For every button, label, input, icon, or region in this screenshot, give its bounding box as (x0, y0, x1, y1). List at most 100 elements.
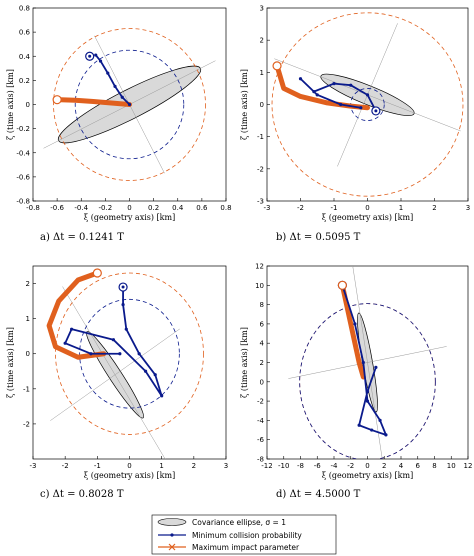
y-tick-label: -0.2 (16, 125, 30, 133)
min-prob-point (365, 399, 370, 403)
y-tick-label: -0.4 (16, 149, 30, 157)
min-prob-point (98, 59, 103, 63)
legend-label-orange: Maximum impact parameter (192, 543, 300, 552)
plot-area (288, 266, 447, 459)
y-tick-label: -1 (257, 133, 264, 141)
min-prob-point (143, 369, 148, 373)
min-prob-point (374, 365, 378, 369)
y-tick-label: 2 (260, 359, 264, 367)
min-prob-marker-dot (88, 54, 92, 58)
min-prob-point (361, 360, 365, 365)
caption-c: c) Δt = 0.8028 T (40, 489, 124, 500)
x-tick-label: 1 (159, 462, 163, 470)
panel-a: -0.8 -0.6 -0.4 -0.2 0 0.2 0.4 0.6 0.8 -0.8 -0.6 -0.… (6, 5, 232, 223)
x-tick-label: 12 (464, 462, 473, 470)
x-tick-label: 0.4 (172, 204, 184, 212)
x-tick-label: 3 (466, 204, 470, 212)
min-prob-point (349, 83, 353, 87)
x-tick-label: -12 (261, 462, 272, 470)
legend: Covariance ellipse, σ = 1 Minimum collis… (151, 514, 337, 555)
x-tick-label: -0.2 (99, 204, 113, 212)
x-tick-label: 2 (432, 204, 436, 212)
y-tick-label: -0.6 (16, 173, 30, 181)
min-prob-point (384, 433, 388, 437)
y-tick-label: 0 (260, 378, 264, 386)
y-tick-label: -3 (257, 198, 264, 206)
min-prob-circle (74, 49, 185, 160)
x-tick-label: -2 (297, 204, 304, 212)
x-tick-label: 0 (127, 462, 131, 470)
caption-b: b) Δt = 0.5095 T (276, 232, 361, 243)
plot-area (271, 12, 464, 197)
min-prob-point (124, 327, 128, 331)
y-tick-label: -2 (257, 398, 264, 406)
y-tick-label: -6 (257, 436, 265, 444)
min-prob-point (111, 338, 116, 342)
y-tick-label: -2 (23, 420, 30, 428)
y-tick-label: 4 (260, 340, 265, 348)
min-prob-point (365, 93, 370, 97)
x-tick-label: 1 (399, 204, 403, 212)
max-impact-path (339, 282, 366, 380)
y-axis-label: ζ (time axis) [km] (240, 327, 249, 398)
x-tick-label: -0.6 (50, 204, 64, 212)
y-tick-label: 3 (260, 5, 264, 13)
min-prob-path (341, 285, 387, 436)
caption-a: a) Δt = 0.1241 T (40, 232, 124, 243)
min-prob-point (353, 322, 357, 326)
x-tick-label: -3 (30, 462, 37, 470)
x-tick-label: 0.2 (148, 204, 159, 212)
min-prob-point (127, 102, 132, 107)
x-tick-label: -6 (314, 462, 322, 470)
y-tick-label: 2 (260, 37, 264, 45)
min-prob-point (315, 93, 319, 97)
legend-ellipse-swatch (157, 518, 187, 526)
min-prob-point (153, 373, 157, 377)
max-impact-circle (55, 272, 204, 435)
x-axis-label: ξ (geometry axis) [km] (322, 471, 413, 480)
min-prob-point (118, 352, 122, 356)
x-tick-label: 0 (127, 204, 131, 212)
y-tick-label: -8 (257, 456, 264, 464)
min-prob-path (64, 287, 163, 397)
x-axis-label: ξ (geometry axis) [km] (84, 471, 175, 480)
x-tick-label: -4 (331, 462, 339, 470)
max-impact-circle (53, 28, 206, 181)
max-impact-marker (92, 268, 102, 278)
x-tick-label: 0 (365, 204, 369, 212)
min-prob-circle (79, 298, 180, 409)
max-impact-circle (271, 12, 464, 197)
x-tick-label: -0.8 (26, 204, 40, 212)
min-prob-point (332, 81, 336, 86)
x-tick-label: 0.8 (220, 204, 231, 212)
x-tick-label: -2 (62, 462, 69, 470)
legend-blue-dot (170, 533, 174, 537)
legend-label-ellipse: Covariance ellipse, σ = 1 (192, 518, 286, 527)
y-axis-label: ζ (time axis) [km] (240, 69, 249, 140)
y-tick-label: 8 (260, 301, 264, 309)
x-axis-label: ξ (geometry axis) [km] (322, 213, 413, 222)
y-tick-label: 0 (26, 101, 30, 109)
x-tick-label: -1 (331, 204, 338, 212)
x-tick-label: -1 (94, 462, 101, 470)
min-prob-circle (299, 303, 436, 459)
x-tick-label: -8 (297, 462, 304, 470)
plot-area (43, 28, 216, 181)
y-tick-label: -0.8 (16, 198, 30, 206)
y-tick-label: 12 (255, 263, 264, 271)
minor-axis-line (288, 346, 447, 379)
x-tick-label: -2 (347, 462, 354, 470)
y-tick-label: 6 (260, 320, 265, 328)
min-prob-point (378, 418, 382, 422)
min-prob-point (121, 303, 125, 307)
min-prob-point (70, 327, 74, 331)
plot-area (46, 268, 204, 459)
min-prob-point (359, 106, 363, 110)
panel-c: -3 -2 -1 0 1 2 3 -2 -1 0 1 2 ξ (geometry axis) [km] ζ… (6, 265, 228, 480)
min-prob-point (106, 71, 110, 75)
min-prob-point (113, 84, 117, 89)
y-tick-label: -2 (257, 165, 264, 173)
max-impact-path (46, 270, 107, 360)
y-tick-label: 0 (26, 350, 30, 358)
